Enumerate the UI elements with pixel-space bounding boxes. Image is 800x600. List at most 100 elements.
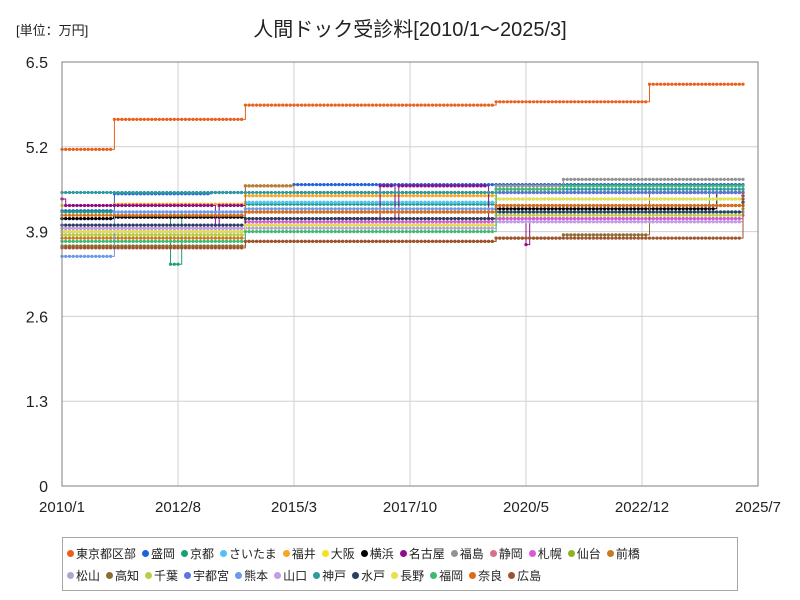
data-point: [64, 246, 68, 250]
data-point: [97, 254, 101, 258]
data-point: [385, 223, 390, 227]
data-point: [408, 103, 412, 107]
data-point: [438, 194, 442, 198]
data-point: [75, 236, 79, 240]
data-point: [195, 223, 199, 227]
data-point: [67, 226, 72, 230]
data-point: [232, 230, 236, 234]
data-point: [90, 246, 94, 250]
data-point: [337, 217, 341, 221]
data-point: [139, 223, 143, 227]
data-point: [599, 220, 603, 224]
data-point: [554, 210, 558, 214]
y-tick-label: 2.6: [26, 309, 48, 326]
data-point: [453, 230, 457, 234]
legend-item: 水戸: [352, 567, 385, 584]
data-point: [273, 223, 277, 227]
data-point: [719, 210, 723, 214]
data-point: [371, 223, 375, 227]
data-point: [86, 236, 90, 240]
data-point: [472, 194, 476, 198]
data-point: [408, 210, 412, 214]
data-point: [528, 217, 532, 221]
data-point: [445, 190, 449, 195]
data-point: [610, 190, 614, 195]
data-point: [614, 203, 618, 208]
data-point: [662, 197, 667, 201]
legend-label: 松山: [76, 568, 101, 583]
data-point: [206, 203, 210, 208]
data-point: [251, 230, 255, 234]
data-point: [487, 217, 491, 221]
x-tick-label: 2017/10: [383, 499, 437, 516]
data-point: [385, 190, 390, 195]
data-point: [490, 210, 494, 214]
data-point: [161, 230, 165, 234]
data-point: [513, 236, 517, 240]
data-point: [404, 207, 408, 211]
data-point: [591, 177, 596, 181]
data-point: [576, 220, 581, 224]
data-point: [142, 190, 146, 195]
data-point: [79, 226, 83, 230]
data-point: [640, 177, 644, 181]
data-point: [266, 226, 270, 230]
data-point: [374, 210, 378, 214]
data-point: [546, 213, 551, 217]
data-point: [213, 190, 217, 195]
data-point: [303, 217, 307, 221]
data-point: [505, 203, 509, 208]
data-point: [550, 187, 554, 191]
data-point: [453, 190, 457, 195]
data-point: [311, 210, 315, 214]
data-point: [378, 223, 382, 227]
data-point: [161, 226, 165, 230]
data-point: [726, 203, 730, 208]
data-point: [621, 217, 625, 221]
data-point: [561, 210, 566, 214]
data-point: [700, 203, 704, 208]
data-point: [176, 233, 180, 237]
data-point: [146, 230, 150, 234]
data-point: [460, 210, 464, 214]
data-point: [236, 203, 240, 208]
data-point: [647, 197, 652, 201]
data-point: [202, 226, 206, 230]
data-point: [677, 82, 682, 86]
data-point: [135, 203, 139, 208]
data-point: [501, 210, 506, 214]
data-point: [97, 233, 101, 237]
data-point: [288, 103, 292, 107]
data-point: [629, 213, 633, 217]
data-point: [408, 239, 412, 243]
data-point: [157, 239, 161, 243]
data-point: [610, 213, 614, 217]
data-point: [647, 220, 652, 224]
data-point: [655, 207, 659, 211]
data-point: [659, 184, 663, 188]
data-point: [546, 220, 551, 224]
data-point: [733, 236, 738, 240]
data-point: [722, 197, 726, 201]
data-point: [146, 117, 150, 121]
data-point: [659, 213, 663, 217]
data-point: [153, 210, 158, 214]
data-point: [625, 217, 629, 221]
legend-label: 福岡: [439, 568, 464, 583]
data-point: [348, 220, 352, 224]
data-point: [591, 220, 596, 224]
data-point: [116, 226, 120, 230]
data-point: [198, 203, 203, 208]
data-point: [206, 223, 210, 227]
legend-item: 名古屋: [399, 545, 445, 562]
data-point: [445, 226, 449, 230]
data-point: [101, 147, 105, 151]
data-point: [573, 236, 577, 240]
data-point: [546, 207, 551, 211]
data-point: [288, 190, 292, 195]
data-point: [161, 117, 165, 121]
data-point: [281, 207, 285, 211]
data-point: [139, 230, 143, 234]
data-point: [232, 236, 236, 240]
data-point: [472, 226, 476, 230]
